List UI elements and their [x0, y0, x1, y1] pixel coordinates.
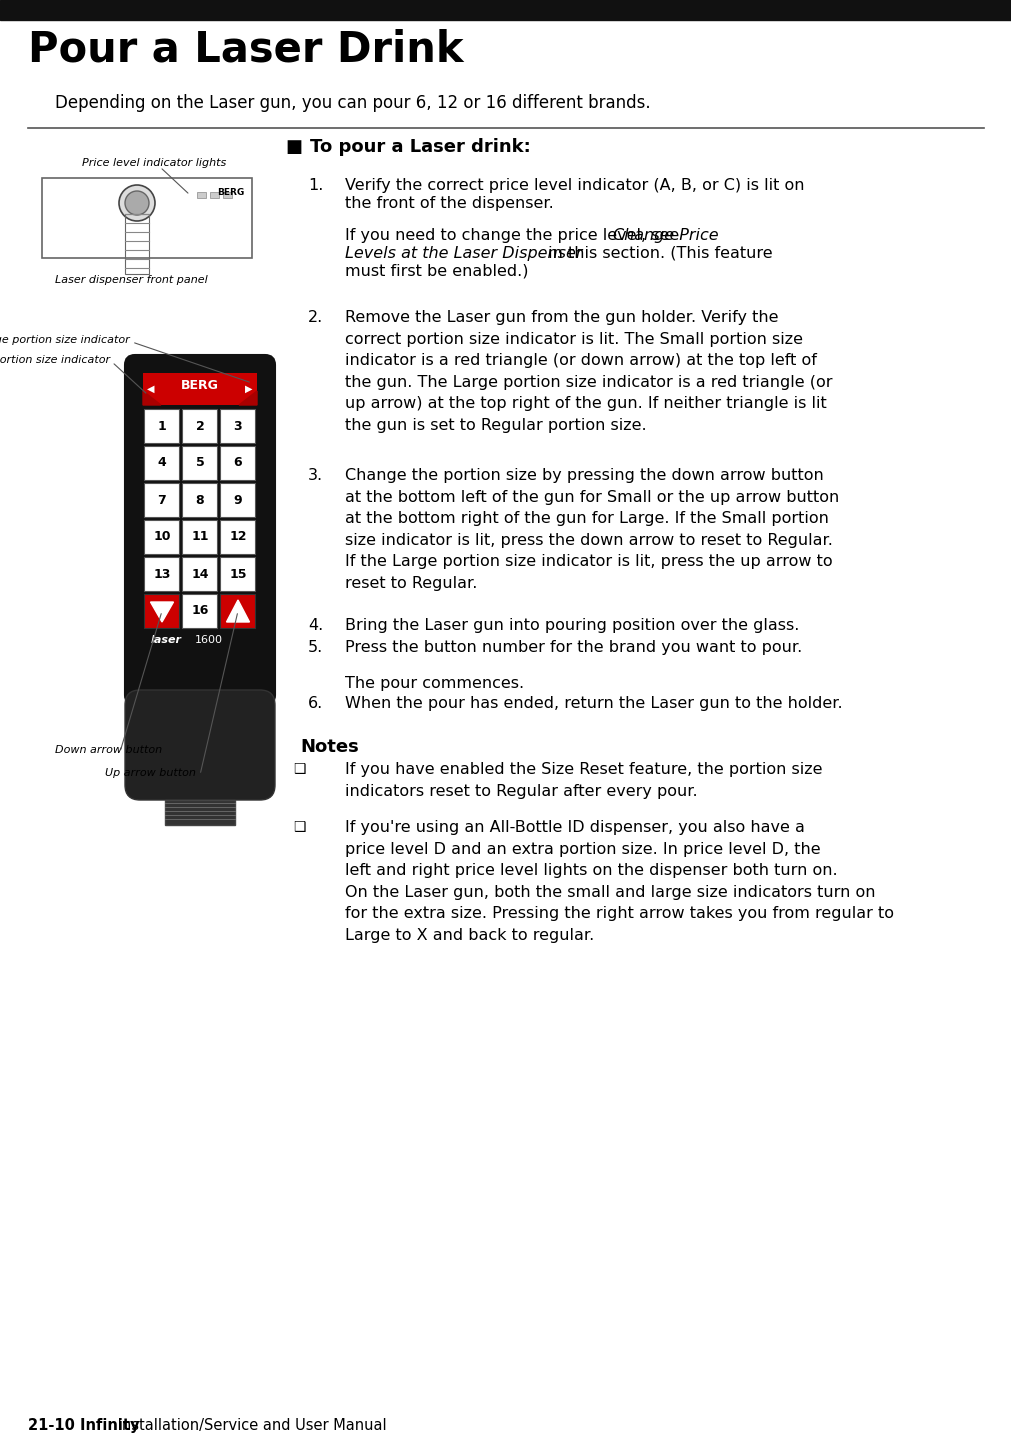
Bar [220, 593, 255, 628]
Polygon shape [226, 601, 250, 622]
Text: BERG: BERG [216, 188, 244, 196]
Bar [182, 482, 217, 517]
Text: Notes: Notes [299, 738, 358, 757]
Text: ❑: ❑ [293, 762, 305, 775]
Bar [222, 192, 232, 198]
Bar [220, 482, 255, 517]
Text: To pour a Laser drink:: To pour a Laser drink: [309, 139, 530, 156]
Text: 6: 6 [234, 456, 242, 469]
Bar [145, 557, 179, 591]
Text: 2.: 2. [307, 310, 323, 325]
Text: 9: 9 [234, 494, 242, 507]
Bar [145, 446, 179, 479]
Text: Depending on the Laser gun, you can pour 6, 12 or 16 different brands.: Depending on the Laser gun, you can pour… [55, 94, 650, 113]
Text: Bring the Laser gun into pouring position over the glass.: Bring the Laser gun into pouring positio… [345, 618, 799, 632]
Bar [42, 178, 252, 258]
Bar [182, 446, 217, 479]
Text: If you need to change the price level, see: If you need to change the price level, s… [345, 228, 683, 243]
Text: 7: 7 [158, 494, 166, 507]
Text: 1: 1 [158, 420, 166, 433]
Text: the front of the dispenser.: the front of the dispenser. [345, 196, 553, 211]
Text: laser: laser [151, 635, 182, 645]
FancyBboxPatch shape [125, 355, 275, 705]
Text: Laser dispenser front panel: Laser dispenser front panel [55, 274, 207, 284]
Bar [145, 593, 179, 628]
Bar [0, 0, 1011, 20]
Text: 11: 11 [191, 530, 208, 543]
Text: 6.: 6. [307, 696, 323, 710]
Text: 1600: 1600 [195, 635, 222, 645]
Text: ■: ■ [285, 139, 301, 156]
Bar [220, 409, 255, 443]
Text: Large portion size indicator: Large portion size indicator [0, 335, 129, 345]
Text: 4.: 4. [307, 618, 323, 632]
Circle shape [125, 191, 149, 215]
Text: Remove the Laser gun from the gun holder. Verify the
correct portion size indica: Remove the Laser gun from the gun holder… [345, 310, 832, 433]
Text: Change the portion size by pressing the down arrow button
at the bottom left of : Change the portion size by pressing the … [345, 468, 838, 591]
Text: Installation/Service and User Manual: Installation/Service and User Manual [113, 1418, 386, 1432]
Text: BERG: BERG [181, 378, 218, 391]
Bar [145, 520, 179, 554]
Text: 10: 10 [153, 530, 171, 543]
Text: 5.: 5. [307, 640, 323, 656]
Text: Press the button number for the brand you want to pour.: Press the button number for the brand yo… [345, 640, 802, 656]
Polygon shape [151, 602, 173, 622]
Text: Small portion size indicator: Small portion size indicator [0, 355, 110, 365]
Text: 15: 15 [229, 567, 247, 580]
Bar [125, 214, 149, 274]
Text: 16: 16 [191, 605, 208, 618]
Text: 1.: 1. [307, 178, 324, 193]
Text: must first be enabled.): must first be enabled.) [345, 264, 528, 279]
Bar [165, 800, 235, 825]
FancyBboxPatch shape [125, 690, 275, 800]
Bar [143, 631, 257, 656]
Text: ❑: ❑ [293, 820, 305, 835]
Bar [145, 409, 179, 443]
Text: 12: 12 [229, 530, 247, 543]
Text: Verify the correct price level indicator (A, B, or C) is lit on: Verify the correct price level indicator… [345, 178, 804, 193]
Text: ▶: ▶ [245, 384, 253, 394]
Text: If you're using an All-Bottle ID dispenser, you also have a
price level D and an: If you're using an All-Bottle ID dispens… [345, 820, 893, 943]
Text: 3.: 3. [307, 468, 323, 482]
Text: 13: 13 [153, 567, 171, 580]
Text: 14: 14 [191, 567, 208, 580]
Text: Pour a Laser Drink: Pour a Laser Drink [28, 27, 463, 69]
Bar [145, 482, 179, 517]
Circle shape [119, 185, 155, 221]
Bar [220, 520, 255, 554]
Text: When the pour has ended, return the Laser gun to the holder.: When the pour has ended, return the Lase… [345, 696, 842, 710]
Text: 21-10 Infinity: 21-10 Infinity [28, 1418, 140, 1432]
Text: If you have enabled the Size Reset feature, the portion size
indicators reset to: If you have enabled the Size Reset featu… [345, 762, 822, 799]
Bar [220, 446, 255, 479]
Bar [182, 557, 217, 591]
Bar [197, 192, 206, 198]
Bar [220, 557, 255, 591]
Bar [182, 409, 217, 443]
Bar [143, 373, 257, 404]
Text: 3: 3 [234, 420, 242, 433]
Text: in this section. (This feature: in this section. (This feature [543, 245, 771, 261]
Polygon shape [143, 391, 161, 404]
Text: Levels at the Laser Dispenser: Levels at the Laser Dispenser [345, 245, 582, 261]
Text: Up arrow button: Up arrow button [105, 768, 196, 778]
Text: 8: 8 [195, 494, 204, 507]
Polygon shape [239, 391, 257, 404]
Bar [182, 520, 217, 554]
Bar [182, 593, 217, 628]
Text: ◀: ◀ [148, 384, 155, 394]
Text: The pour commences.: The pour commences. [345, 676, 524, 692]
Text: Change Price: Change Price [613, 228, 718, 243]
Text: 2: 2 [195, 420, 204, 433]
Text: 4: 4 [158, 456, 166, 469]
Text: Price level indicator lights: Price level indicator lights [82, 157, 226, 168]
Text: 5: 5 [195, 456, 204, 469]
Bar [210, 192, 218, 198]
Text: Down arrow button: Down arrow button [55, 745, 162, 755]
